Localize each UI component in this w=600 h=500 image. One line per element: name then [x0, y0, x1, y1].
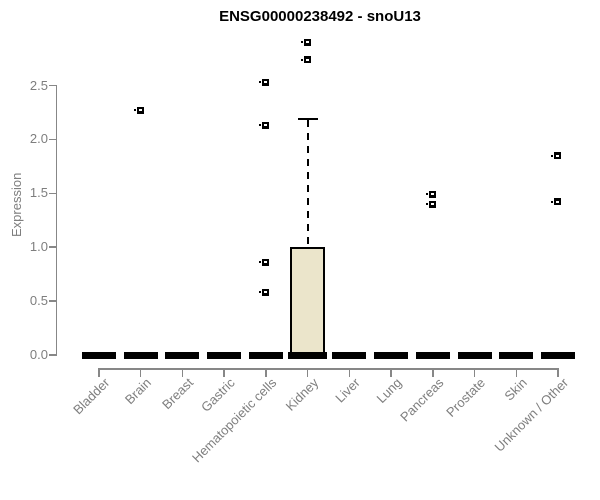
outlier-point [259, 288, 270, 296]
y-axis-label: Expression [9, 172, 24, 237]
outlier-point [426, 200, 437, 208]
x-axis-tick [265, 368, 267, 377]
y-tick-label: 0.5 [29, 293, 48, 309]
outlier-point [426, 190, 437, 198]
outlier-point [259, 78, 270, 86]
boxplot-median [288, 351, 328, 359]
x-axis-label: Liver [332, 375, 363, 406]
boxplot-flat-box [332, 351, 367, 359]
x-axis-tick [515, 368, 518, 377]
y-axis-line [55, 84, 57, 356]
boxplot-flat-box [123, 351, 158, 359]
outlier-point [301, 56, 312, 64]
x-axis-label: Bladder [70, 375, 113, 418]
outlier-point [259, 121, 270, 129]
boxplot-flat-box [165, 351, 200, 359]
chart-title: ENSG00000238492 - snoU13 [219, 8, 421, 25]
x-axis-tick [432, 368, 434, 377]
y-axis-tick [49, 246, 56, 248]
y-tick-label: 0.0 [29, 347, 48, 362]
x-axis-label: Breast [158, 375, 197, 413]
boxplot-flat-box [457, 351, 492, 359]
x-axis-label: Pancreas [396, 375, 447, 425]
x-axis-tick [390, 368, 392, 377]
x-axis-line [98, 368, 559, 370]
x-axis-tick [306, 368, 309, 377]
y-axis-tick [49, 192, 56, 195]
x-axis-tick [139, 368, 142, 377]
outlier-point [551, 198, 562, 206]
x-axis-label: Brain [122, 375, 155, 408]
boxplot-flat-box [207, 351, 242, 359]
boxplot-flat-box [499, 351, 534, 359]
boxplot-flat-box [248, 351, 283, 359]
y-tick-label: 1.0 [29, 239, 48, 255]
x-axis-label: Kidney [282, 375, 322, 414]
outlier-point [301, 38, 312, 46]
x-axis-label: Skin [501, 375, 530, 404]
boxplot-whisker-cap [297, 117, 318, 121]
y-axis-tick [49, 138, 56, 141]
y-axis-tick [49, 300, 56, 302]
x-axis-label: Prostate [443, 375, 489, 420]
y-tick-label: 2.0 [29, 131, 48, 147]
boxplot-flat-box [540, 351, 575, 359]
y-tick-label: 2.5 [29, 77, 48, 93]
outlier-point [134, 106, 145, 114]
x-axis-label: Unknown / Other [492, 375, 572, 455]
x-axis-tick [98, 368, 100, 377]
x-axis-label: Lung [373, 375, 405, 407]
outlier-point [551, 152, 562, 160]
y-tick-label: 1.5 [29, 185, 48, 201]
y-axis-tick [49, 84, 56, 87]
y-axis-tick [49, 354, 56, 356]
boxplot-box [290, 247, 326, 356]
x-axis-tick [473, 368, 476, 377]
x-axis-tick [181, 368, 184, 377]
boxplot-flat-box [415, 351, 450, 359]
boxplot-flat-box [374, 351, 409, 359]
x-axis-tick [223, 368, 225, 377]
x-axis-label: Gastric [198, 375, 238, 415]
outlier-point [259, 258, 270, 266]
boxplot-flat-box [82, 351, 116, 359]
x-axis-tick [557, 368, 559, 377]
boxplot-whisker [306, 120, 309, 248]
x-axis-tick [348, 368, 351, 377]
